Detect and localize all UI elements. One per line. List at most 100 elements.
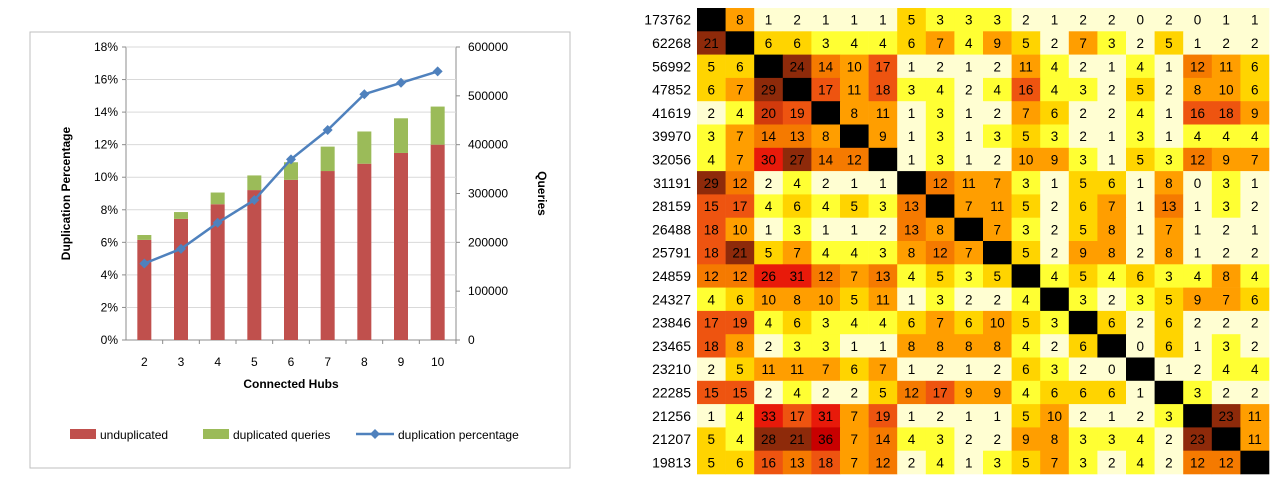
heatmap-cell-value: 1 (994, 409, 1002, 424)
heatmap-cell (1068, 450, 1098, 475)
heatmap-cell (1240, 101, 1270, 125)
heatmap-cell-value: 1 (908, 152, 916, 167)
heatmap-cell (1240, 287, 1270, 312)
heatmap-cell-value: 2 (1137, 36, 1145, 51)
heatmap-cell (782, 31, 812, 55)
heatmap-cell-value: 2 (965, 292, 973, 307)
heatmap-cell (1040, 241, 1070, 265)
heatmap-cell-value: 3 (793, 339, 801, 354)
heatmap-cell-value: 7 (736, 152, 744, 167)
heatmap-cell-value: 17 (732, 199, 747, 214)
heatmap-cell (1097, 8, 1127, 32)
heatmap-cell (782, 287, 812, 312)
line-point-marker (176, 243, 186, 254)
legend-marker-duplication-percentage (370, 429, 380, 439)
x-tick-label: 5 (251, 355, 258, 369)
heatmap-cell-value: 3 (1222, 339, 1230, 354)
heatmap-row-label: 21256 (652, 408, 691, 424)
heatmap-cell-value: 5 (1137, 83, 1145, 98)
heatmap-cell-value: 16 (1018, 83, 1033, 98)
heatmap-cell-value: 13 (790, 455, 805, 470)
heatmap-cell (1211, 124, 1241, 149)
heatmap-cell-value: 1 (879, 176, 887, 191)
heatmap-cell (868, 357, 898, 382)
heatmap-cell-value: 17 (704, 316, 719, 331)
heatmap-cell-value: 3 (1108, 36, 1116, 51)
heatmap-cell-value: 1 (965, 409, 973, 424)
heatmap-cell-value: 0 (1194, 13, 1202, 28)
heatmap-cell-value: 2 (765, 339, 773, 354)
heatmap-cell (1011, 54, 1041, 79)
heatmap-cell-value: 6 (908, 36, 916, 51)
heatmap-cell-value: 3 (1165, 409, 1173, 424)
heatmap-cell (725, 241, 755, 265)
heatmap-cell (811, 124, 841, 149)
heatmap-cell-value: 5 (708, 455, 716, 470)
heatmap-cell (1040, 287, 1070, 312)
heatmap-row-label: 26488 (652, 221, 691, 237)
heatmap-cell-value: 10 (761, 292, 776, 307)
heatmap-cell-value: 4 (1251, 362, 1259, 377)
bar-duplicated-queries (210, 192, 225, 205)
heatmap-cell-value: 1 (1051, 176, 1059, 191)
heatmap-cell (1183, 217, 1213, 242)
heatmap-cell (697, 147, 726, 172)
heatmap-cell-value: 7 (879, 362, 887, 377)
heatmap-cell (954, 217, 984, 242)
heatmap-cell (1011, 147, 1041, 172)
heatmap-cell (983, 217, 1012, 242)
heatmap-cell (897, 427, 927, 451)
heatmap-cell (840, 450, 869, 475)
heatmap-cell-value: 3 (1165, 152, 1173, 167)
heatmap-cell-value: 5 (908, 13, 916, 28)
heatmap-cell (840, 217, 869, 242)
heatmap-cell-value: 12 (704, 269, 719, 284)
heatmap-cell (1097, 54, 1127, 79)
bar-duplicated-queries (320, 146, 335, 172)
heatmap-cell-value: 4 (994, 83, 1002, 98)
heatmap-cell-value: 2 (1022, 13, 1030, 28)
heatmap-cell-value: 23 (1219, 409, 1234, 424)
heatmap-cell-value: 2 (879, 222, 887, 237)
heatmap-cell (1040, 450, 1070, 475)
heatmap-cell-value: 4 (879, 316, 887, 331)
heatmap-cell (725, 380, 755, 405)
heatmap-cell-value: 6 (793, 316, 801, 331)
heatmap-cell (725, 264, 755, 288)
heatmap-cell (1183, 241, 1213, 265)
heatmap-cell (868, 241, 898, 265)
heatmap-cell (840, 147, 869, 172)
heatmap-cell-value: 6 (708, 83, 716, 98)
heatmap-cell (1240, 334, 1270, 358)
bar-unduplicated (247, 190, 262, 340)
heatmap-cell (1126, 310, 1155, 335)
heatmap-cell-value: 3 (822, 36, 830, 51)
heatmap-cell-value: 4 (1022, 339, 1030, 354)
heatmap-cell (754, 287, 784, 312)
bar-unduplicated (284, 179, 298, 340)
heatmap-cell (840, 310, 869, 335)
heatmap-cell (697, 217, 726, 242)
heatmap-cell (754, 77, 784, 102)
heatmap-cell (811, 31, 841, 55)
heatmap-cell-value: 3 (1051, 362, 1059, 377)
heatmap-cell (1097, 334, 1127, 358)
heatmap-cell (840, 334, 869, 358)
heatmap-cell (725, 8, 755, 32)
heatmap-cell-value: 4 (1137, 455, 1145, 470)
heatmap-cell (1097, 217, 1127, 242)
heatmap-cell-value: 8 (1108, 222, 1116, 237)
heatmap-cell (1154, 450, 1184, 475)
heatmap-cell (697, 101, 726, 125)
heatmap-cell-value: 2 (1165, 455, 1173, 470)
heatmap-cell (1068, 8, 1098, 32)
heatmap-cell (1154, 404, 1184, 428)
heatmap-cell (1011, 310, 1041, 335)
y2-tick-label: 400000 (468, 138, 508, 152)
heatmap-cell-value: 3 (1079, 83, 1087, 98)
heatmap-cell-value: 2 (1051, 222, 1059, 237)
heatmap-cell (1040, 404, 1070, 428)
heatmap-cell (1068, 31, 1098, 55)
heatmap-cell (1068, 334, 1098, 358)
heatmap-cell-value: 0 (1194, 176, 1202, 191)
